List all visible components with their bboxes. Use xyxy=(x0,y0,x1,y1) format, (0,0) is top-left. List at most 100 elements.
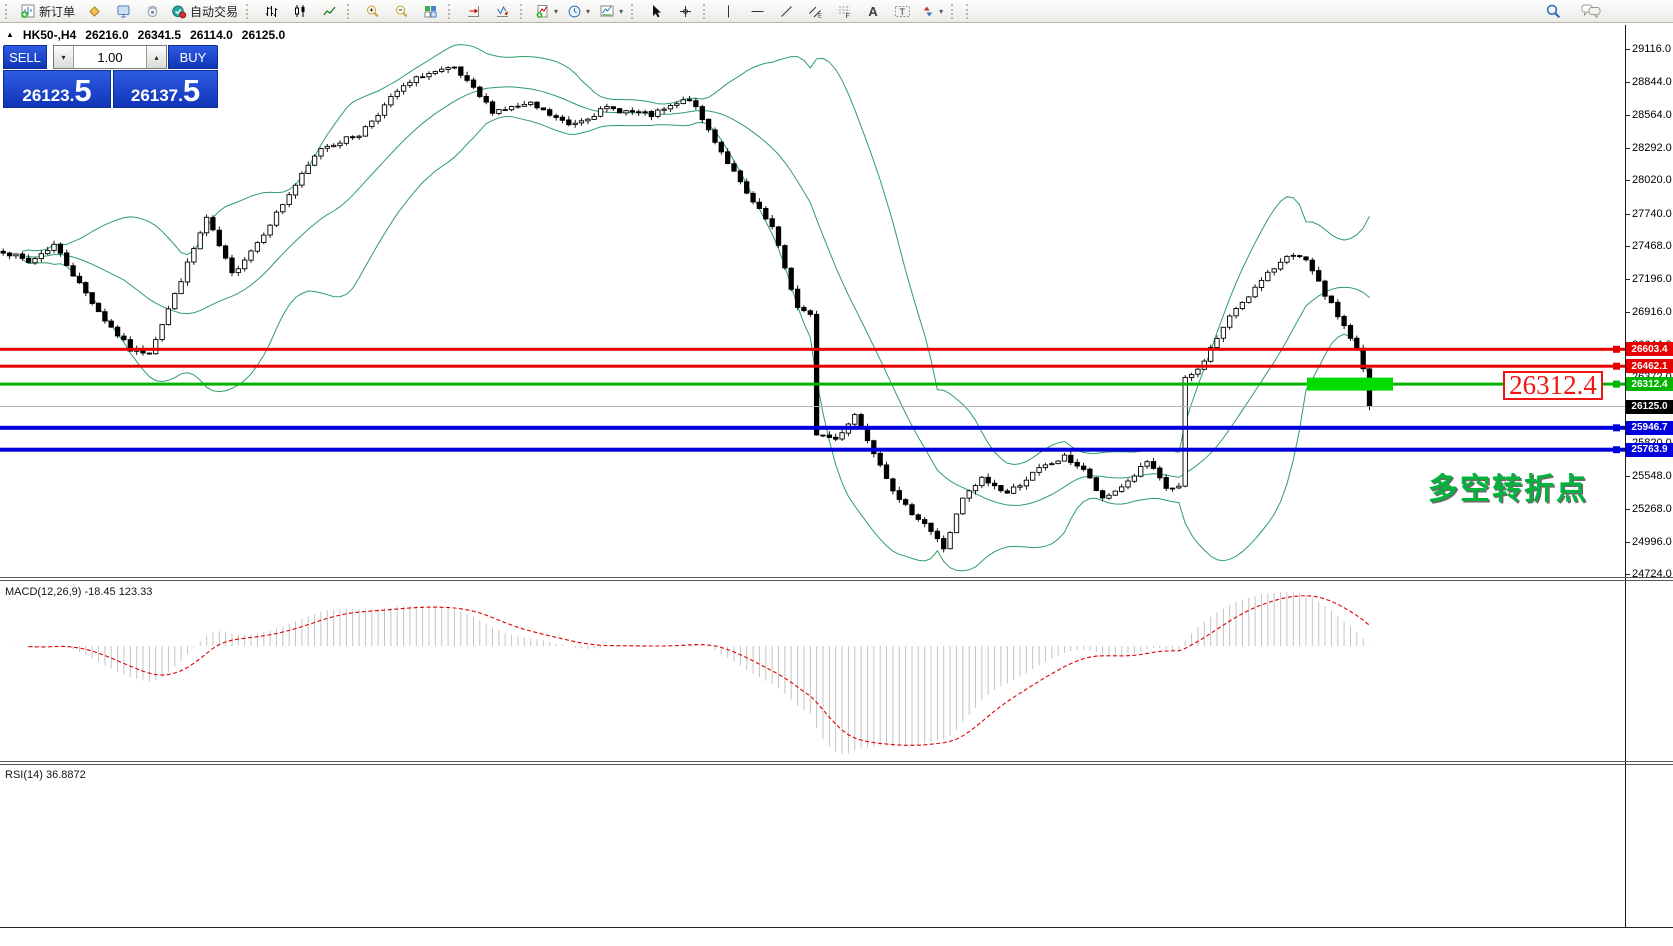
main-chart[interactable] xyxy=(0,25,1625,577)
autotrading-button[interactable]: 自动交易 xyxy=(167,1,242,22)
chart-shift-icon xyxy=(466,4,481,19)
price-tick xyxy=(1626,278,1630,280)
price-tick xyxy=(1626,312,1630,313)
toolbar-drag-handle[interactable] xyxy=(631,3,637,19)
spinner-up-icon: ▴ xyxy=(154,52,159,62)
search-button[interactable] xyxy=(1539,1,1567,22)
candlestick-mode-button[interactable] xyxy=(286,1,314,22)
vertical-line-tool-button[interactable] xyxy=(714,1,742,22)
volume-decrease-button[interactable]: ▾ xyxy=(54,46,74,68)
buy-price[interactable]: 26137. 5 xyxy=(113,70,218,108)
price-annotation-box[interactable]: 26312.4 xyxy=(1503,371,1603,400)
buy-price-dot: . xyxy=(178,86,183,105)
trendline-tool-button[interactable] xyxy=(772,1,800,22)
spinner-down-icon: ▾ xyxy=(61,52,66,62)
channel-tool-button[interactable]: E xyxy=(801,1,829,22)
zoom-out-icon xyxy=(394,4,409,19)
price-tick xyxy=(1626,115,1630,116)
macd-pane[interactable] xyxy=(0,581,1625,761)
vertical-line-icon xyxy=(722,4,735,19)
navigator-radar-icon xyxy=(145,4,160,19)
cursor-tool-button[interactable] xyxy=(642,1,670,22)
crosshair-tool-button[interactable] xyxy=(671,1,699,22)
buy-price-main: 26137 xyxy=(130,86,179,105)
add-indicator-button[interactable]: ▾ xyxy=(531,1,562,22)
toolbar-drag-handle[interactable] xyxy=(703,3,709,19)
toolbar-drag-handle[interactable] xyxy=(448,3,454,19)
zoom-in-button[interactable] xyxy=(358,1,386,22)
price-tick-label: 26916.0 xyxy=(1632,306,1672,318)
chart-ohlc-header: ▲ HK50-,H4 26216.0 26341.5 26114.0 26125… xyxy=(6,28,285,42)
low-value: 26114.0 xyxy=(190,28,233,42)
toolbar-drag-handle[interactable] xyxy=(5,3,11,19)
text-tool-button[interactable]: A xyxy=(859,1,887,22)
volume-value[interactable]: 1.00 xyxy=(97,49,123,65)
trendline-icon xyxy=(779,4,794,19)
tile-windows-button[interactable] xyxy=(416,1,444,22)
text-label-tool-button[interactable]: T xyxy=(888,1,916,22)
template-icon xyxy=(599,4,615,19)
line-chart-mode-button[interactable] xyxy=(315,1,343,22)
toolbar-right-group xyxy=(1539,1,1605,22)
toolbar-drag-handle[interactable] xyxy=(966,3,972,19)
price-tick xyxy=(1626,574,1630,575)
toolbar: 新订单 自动交易 ▾ ▾ xyxy=(0,0,1673,23)
zoom-out-button[interactable] xyxy=(387,1,415,22)
template-button[interactable]: ▾ xyxy=(595,1,627,22)
rsi-label: RSI(14) 36.8872 xyxy=(5,769,86,781)
sell-price-dot: . xyxy=(69,86,75,105)
toolbar-drag-handle[interactable] xyxy=(951,3,957,19)
price-axis-line xyxy=(1625,25,1626,927)
fibonacci-icon: F xyxy=(837,4,852,19)
new-order-icon xyxy=(20,4,36,19)
close-value: 26125.0 xyxy=(241,28,286,42)
bar-chart-icon xyxy=(264,4,279,19)
turning-point-note[interactable]: 多空转折点 xyxy=(1428,473,1588,506)
bar-chart-mode-button[interactable] xyxy=(257,1,285,22)
price-tick xyxy=(1626,49,1630,50)
toolbar-drag-handle[interactable] xyxy=(347,3,353,19)
navigator-button[interactable] xyxy=(138,1,166,22)
clock-icon xyxy=(567,4,582,19)
price-tick-label: 27740.0 xyxy=(1632,207,1672,220)
price-tag: 25946.7 xyxy=(1626,420,1673,435)
market-watch-button[interactable] xyxy=(80,1,108,22)
horizontal-line-tool-button[interactable] xyxy=(743,1,771,22)
arrows-tool-button[interactable]: ▾ xyxy=(917,1,947,22)
collapse-icon[interactable]: ▲ xyxy=(6,29,14,39)
pane-separator[interactable] xyxy=(0,761,1673,762)
buy-button[interactable]: BUY xyxy=(168,45,218,69)
toolbar-drag-handle[interactable] xyxy=(520,3,526,19)
one-click-trading-panel: SELL ▾ 1.00 ▴ BUY 26123. 5 26137. 5 xyxy=(2,43,218,108)
period-button[interactable]: ▾ xyxy=(563,1,594,22)
time-axis-line xyxy=(0,927,1673,928)
candlestick-icon xyxy=(293,4,308,19)
price-tick-label: 27468.0 xyxy=(1632,240,1672,252)
toolbar-drag-handle[interactable] xyxy=(246,3,252,19)
sell-price-main: 26123 xyxy=(22,86,70,105)
dropdown-arrow-icon: ▾ xyxy=(619,6,624,16)
price-tick xyxy=(1626,147,1630,149)
rsi-pane[interactable] xyxy=(0,766,1625,927)
pane-separator[interactable] xyxy=(0,577,1673,578)
price-tick xyxy=(1626,509,1630,510)
chart-shift-button[interactable] xyxy=(459,1,487,22)
chat-button[interactable] xyxy=(1577,1,1605,22)
data-window-button[interactable] xyxy=(109,1,137,22)
fibonacci-tool-button[interactable]: F xyxy=(830,1,858,22)
price-tick-label: 28564.0 xyxy=(1632,109,1672,121)
new-order-button[interactable]: 新订单 xyxy=(16,1,79,22)
svg-text:T: T xyxy=(899,7,905,17)
auto-scroll-button[interactable] xyxy=(488,1,516,22)
price-tag: 26603.4 xyxy=(1626,342,1673,357)
volume-increase-button[interactable]: ▴ xyxy=(146,46,166,68)
price-tick xyxy=(1626,213,1630,215)
add-indicator-icon xyxy=(535,4,550,19)
auto-scroll-icon xyxy=(495,4,510,19)
svg-text:E: E xyxy=(818,13,822,19)
sell-price[interactable]: 26123. 5 xyxy=(3,70,111,108)
price-tick-label: 28020.0 xyxy=(1632,174,1672,186)
price-tag: 25763.9 xyxy=(1626,442,1673,457)
sell-button[interactable]: SELL xyxy=(3,45,47,69)
sell-price-pip: 5 xyxy=(74,72,92,108)
